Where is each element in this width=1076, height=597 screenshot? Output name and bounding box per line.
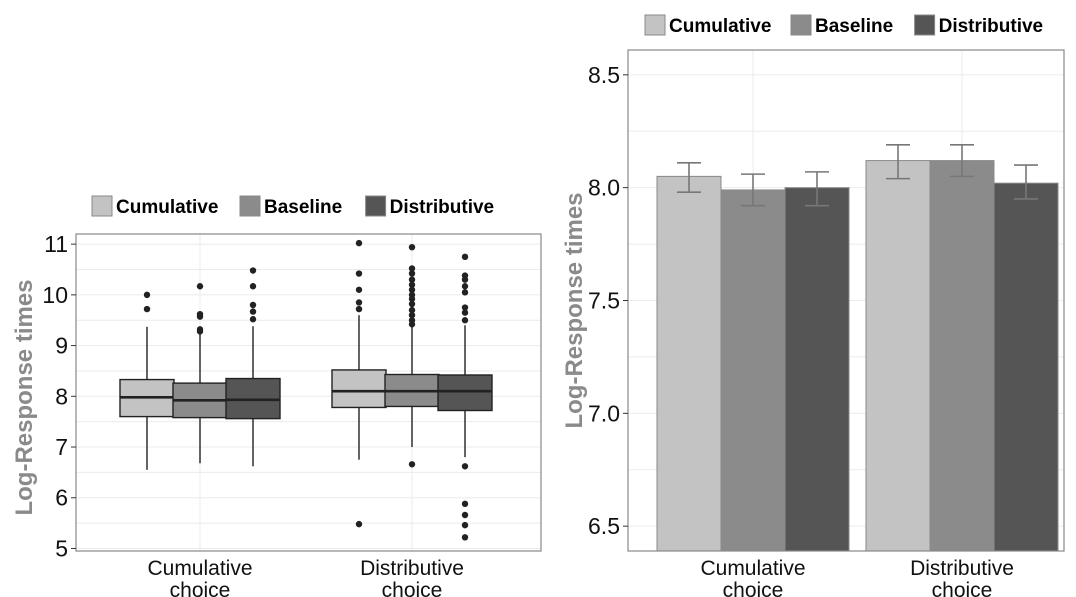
legend-swatch-baseline	[791, 15, 811, 35]
bar-cumulative-0	[657, 176, 721, 551]
x-tick-label-line: Distributive	[910, 557, 1014, 580]
legend-label-distributive: Distributive	[939, 16, 1044, 37]
x-tick-label-0: Cumulative choice	[700, 557, 805, 597]
x-tick-label-line: choice	[723, 579, 784, 597]
y-tick-label: 8.0	[588, 175, 620, 201]
legend-label-baseline: Baseline	[815, 16, 893, 37]
y-tick-label: 6.5	[588, 513, 620, 539]
x-tick-label-line: choice	[932, 579, 993, 597]
y-tick-label: 7.5	[588, 288, 620, 314]
x-tick-label-line: Cumulative	[700, 557, 805, 580]
legend-item-distributive: Distributive	[915, 15, 1044, 37]
bar-distributive-1	[994, 183, 1058, 551]
bar-baseline-1	[930, 161, 994, 551]
legend-item-baseline: Baseline	[791, 15, 893, 37]
legend-swatch-distributive	[915, 15, 935, 35]
legend-swatch-cumulative	[645, 15, 665, 35]
legend: Cumulative Baseline Distributive	[645, 15, 1043, 37]
y-tick-label: 7.0	[588, 400, 620, 426]
y-tick-label: 8.5	[588, 62, 620, 88]
bar-cumulative-1	[866, 161, 930, 551]
legend-item-cumulative: Cumulative	[645, 15, 771, 37]
bar-distributive-0	[785, 188, 849, 551]
x-tick-label-1: Distributive choice	[910, 557, 1014, 597]
legend-label-cumulative: Cumulative	[669, 16, 771, 37]
y-axis-label: Log-Response times	[561, 192, 588, 428]
bar-baseline-0	[721, 190, 785, 551]
